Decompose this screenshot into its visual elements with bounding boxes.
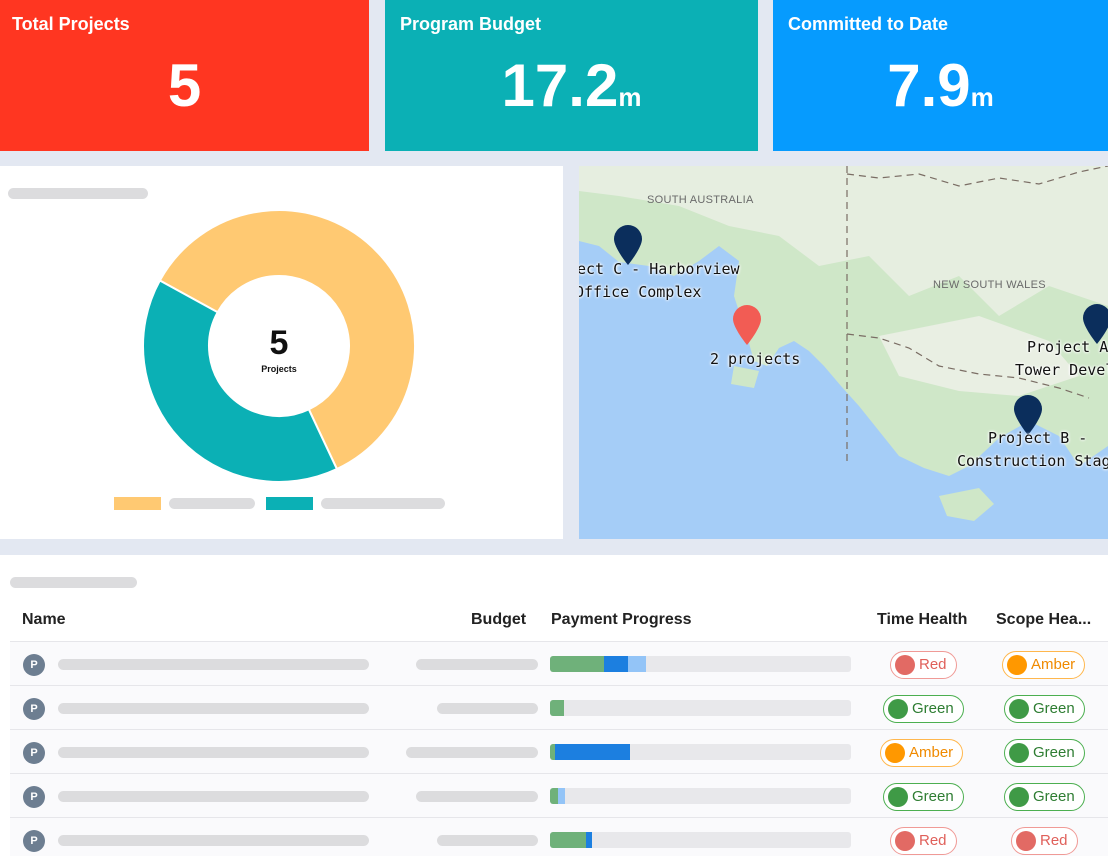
time-health-badge: Red — [890, 651, 957, 679]
panel-title-placeholder — [8, 188, 148, 199]
map-marker-label: Office Complex — [579, 283, 702, 301]
region-label: SOUTH AUSTRALIA — [647, 194, 754, 206]
kpi-card-committed: Committed to Date 7.9m — [773, 0, 1108, 151]
payment-progress-bar — [550, 700, 851, 716]
scope-health-badge: Green — [1004, 695, 1085, 723]
legend-label-placeholder — [321, 498, 445, 509]
project-avatar: P — [23, 742, 45, 764]
time-health-badge: Green — [883, 783, 964, 811]
kpi-title: Total Projects — [12, 14, 130, 34]
payment-progress-segment — [554, 744, 630, 760]
donut-slice[interactable] — [142, 279, 339, 483]
time-health-badge: Amber — [880, 739, 964, 767]
table-row[interactable]: P Amber Green — [10, 729, 1108, 773]
payment-progress-segment — [550, 744, 555, 760]
map-marker-label: Tower Devel — [1015, 361, 1108, 379]
map-marker-label: ect C - Harborview — [579, 260, 740, 278]
projects-donut-panel: 5 Projects — [0, 166, 563, 539]
column-header-payment-progress[interactable]: Payment Progress — [551, 611, 692, 628]
budget-placeholder — [437, 703, 538, 714]
column-header-scope-health[interactable]: Scope Hea... — [996, 611, 1092, 628]
scope-health-badge: Amber — [1002, 651, 1086, 679]
budget-placeholder — [416, 659, 538, 670]
status-dot — [1009, 743, 1029, 763]
donut-chart — [142, 209, 416, 483]
payment-progress-segment — [550, 788, 558, 804]
table-row[interactable]: P Green Green — [10, 773, 1108, 817]
map-marker-label: Project A - — [1027, 338, 1108, 356]
legend-swatch-teal[interactable] — [266, 497, 313, 510]
map-marker-pin-icon[interactable] — [613, 224, 643, 266]
status-dot — [885, 743, 905, 763]
scope-health-badge: Green — [1004, 739, 1085, 767]
map-marker-label: Project B - — [988, 429, 1088, 447]
budget-placeholder — [406, 747, 538, 758]
payment-progress-segment — [550, 700, 564, 716]
status-dot — [1009, 699, 1029, 719]
status-dot — [888, 787, 908, 807]
payment-progress-segment — [586, 832, 593, 848]
kpi-card-program-budget: Program Budget 17.2m — [385, 0, 758, 151]
status-dot — [1009, 787, 1029, 807]
kpi-card-total-projects: Total Projects 5 — [0, 0, 369, 151]
status-dot — [888, 699, 908, 719]
table-row[interactable]: P Red Amber — [10, 641, 1108, 685]
kpi-title: Program Budget — [400, 14, 542, 34]
legend-swatch-amber[interactable] — [114, 497, 161, 510]
project-avatar: P — [23, 786, 45, 808]
payment-progress-segment — [604, 656, 629, 672]
donut-center-value: 5 — [269, 324, 289, 362]
payment-progress-bar — [550, 788, 851, 804]
project-name-placeholder — [58, 747, 369, 758]
table-title-placeholder — [10, 577, 137, 588]
legend-label-placeholder — [169, 498, 255, 509]
payment-progress-segment — [550, 832, 587, 848]
kpi-value: 7.9m — [887, 52, 994, 119]
project-map[interactable]: SOUTH AUSTRALIA NEW SOUTH WALES ect C - … — [579, 166, 1108, 539]
payment-progress-bar — [550, 656, 851, 672]
projects-table: Name Budget Payment Progress Time Health… — [0, 555, 1108, 856]
donut-slice[interactable] — [158, 209, 416, 471]
region-label: NEW SOUTH WALES — [933, 279, 1046, 291]
project-name-placeholder — [58, 659, 369, 670]
budget-placeholder — [416, 791, 538, 802]
payment-progress-segment — [550, 656, 605, 672]
map-marker-pin-icon[interactable] — [1082, 303, 1108, 345]
status-dot — [895, 831, 915, 851]
time-health-badge: Red — [890, 827, 957, 855]
project-name-placeholder — [58, 835, 369, 846]
budget-placeholder — [437, 835, 538, 846]
table-row[interactable]: P Green Green — [10, 685, 1108, 729]
kpi-value: 5 — [167, 52, 202, 119]
scope-health-badge: Green — [1004, 783, 1085, 811]
project-avatar: P — [23, 698, 45, 720]
map-marker-pin-icon[interactable] — [732, 304, 762, 346]
donut-center-label: Projects — [261, 364, 297, 374]
status-dot — [895, 655, 915, 675]
kpi-value: 17.2m — [501, 52, 642, 119]
payment-progress-bar — [550, 744, 851, 760]
project-avatar: P — [23, 830, 45, 852]
table-row[interactable]: P Red Red — [10, 817, 1108, 856]
payment-progress-segment — [628, 656, 647, 672]
column-header-budget[interactable]: Budget — [471, 611, 527, 628]
column-header-time-health[interactable]: Time Health — [877, 611, 968, 628]
status-dot — [1016, 831, 1036, 851]
payment-progress-segment — [557, 788, 566, 804]
map-marker-label: 2 projects — [710, 350, 801, 368]
kpi-title: Committed to Date — [788, 14, 949, 34]
map-marker-label: Construction Stage — [957, 452, 1108, 470]
time-health-badge: Green — [883, 695, 964, 723]
payment-progress-bar — [550, 832, 851, 848]
map-terrain — [579, 166, 1108, 521]
project-name-placeholder — [58, 791, 369, 802]
status-dot — [1007, 655, 1027, 675]
project-avatar: P — [23, 654, 45, 676]
map-marker-pin-icon[interactable] — [1013, 394, 1043, 436]
project-name-placeholder — [58, 703, 369, 714]
column-header-name[interactable]: Name — [22, 611, 66, 628]
scope-health-badge: Red — [1011, 827, 1078, 855]
